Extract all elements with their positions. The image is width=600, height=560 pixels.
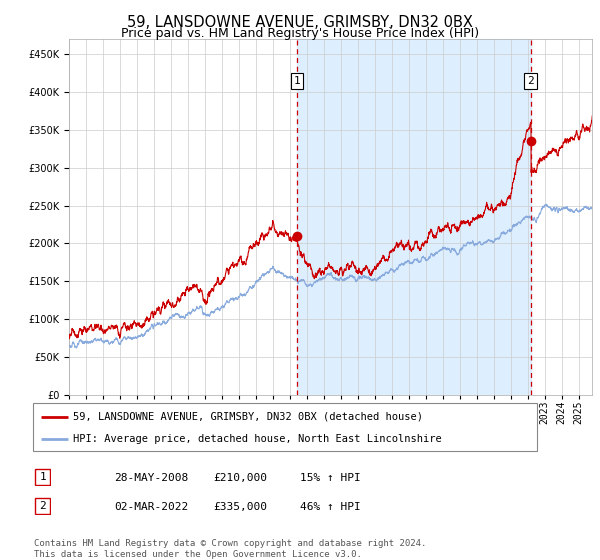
FancyBboxPatch shape bbox=[35, 469, 50, 485]
Text: 59, LANSDOWNE AVENUE, GRIMSBY, DN32 0BX: 59, LANSDOWNE AVENUE, GRIMSBY, DN32 0BX bbox=[127, 15, 473, 30]
Text: 15% ↑ HPI: 15% ↑ HPI bbox=[300, 473, 361, 483]
Text: 28-MAY-2008: 28-MAY-2008 bbox=[114, 473, 188, 483]
FancyBboxPatch shape bbox=[33, 403, 537, 451]
Text: 1: 1 bbox=[293, 76, 300, 86]
Text: 02-MAR-2022: 02-MAR-2022 bbox=[114, 502, 188, 512]
Bar bbox=[297, 39, 530, 395]
Text: £210,000: £210,000 bbox=[213, 473, 267, 483]
Text: £335,000: £335,000 bbox=[213, 502, 267, 512]
Text: 2: 2 bbox=[39, 501, 46, 511]
Text: 59, LANSDOWNE AVENUE, GRIMSBY, DN32 0BX (detached house): 59, LANSDOWNE AVENUE, GRIMSBY, DN32 0BX … bbox=[73, 412, 424, 422]
Text: 2: 2 bbox=[527, 76, 534, 86]
FancyBboxPatch shape bbox=[35, 498, 50, 514]
Text: Price paid vs. HM Land Registry's House Price Index (HPI): Price paid vs. HM Land Registry's House … bbox=[121, 27, 479, 40]
Text: HPI: Average price, detached house, North East Lincolnshire: HPI: Average price, detached house, Nort… bbox=[73, 434, 442, 444]
Text: 46% ↑ HPI: 46% ↑ HPI bbox=[300, 502, 361, 512]
Text: Contains HM Land Registry data © Crown copyright and database right 2024.
This d: Contains HM Land Registry data © Crown c… bbox=[34, 539, 427, 559]
Text: 1: 1 bbox=[39, 472, 46, 482]
